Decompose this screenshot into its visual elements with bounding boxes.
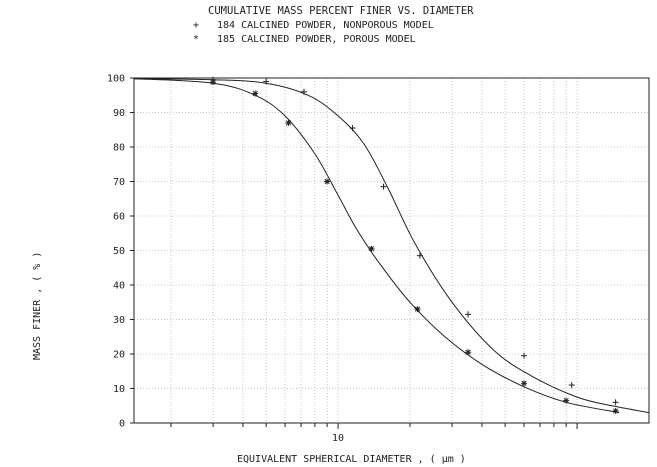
x-tick-labels: 10 xyxy=(332,433,344,444)
y-tick-label: 40 xyxy=(113,281,125,292)
y-axis-label: MASS FINER , ( % ) xyxy=(32,252,43,360)
star-marker xyxy=(612,407,619,414)
plus-marker xyxy=(349,125,356,132)
series-curves xyxy=(133,78,650,414)
y-tick-label: 60 xyxy=(113,212,125,223)
y-tick-label: 0 xyxy=(119,419,125,430)
plus-marker xyxy=(416,252,423,259)
star-marker xyxy=(414,306,421,313)
marker-stroke xyxy=(252,90,258,97)
y-tick-label: 70 xyxy=(113,177,125,188)
plus-marker xyxy=(465,311,472,318)
marker-stroke xyxy=(210,79,216,85)
plus-marker xyxy=(380,183,387,190)
series-markers xyxy=(210,76,619,414)
legend-label-184: 184 CALCINED POWDER, NONPOROUS MODEL xyxy=(217,20,434,31)
x-axis-label: EQUIVALENT SPHERICAL DIAMETER , ( μm ) xyxy=(237,454,466,465)
marker-stroke xyxy=(563,397,569,404)
y-tick-label: 80 xyxy=(113,143,125,154)
star-marker xyxy=(285,119,292,126)
star-marker xyxy=(252,90,259,97)
plot-frame xyxy=(133,77,650,424)
plus-marker xyxy=(300,88,307,95)
chart-title: CUMULATIVE MASS PERCENT FINER VS. DIAMET… xyxy=(208,5,474,17)
plus-marker xyxy=(263,78,270,85)
star-marker xyxy=(368,245,375,252)
legend-label-185: 185 CALCINED POWDER, POROUS MODEL xyxy=(217,34,416,45)
marker-stroke xyxy=(521,380,527,386)
legend-symbol-184: + xyxy=(193,20,199,31)
grid xyxy=(134,78,649,423)
marker-stroke xyxy=(285,120,292,126)
star-marker xyxy=(521,380,528,387)
marker-stroke xyxy=(613,408,619,414)
y-tick-label: 20 xyxy=(113,350,125,361)
y-tick-label: 30 xyxy=(113,315,125,326)
marker-stroke xyxy=(368,246,375,252)
legend-symbol-185: * xyxy=(193,34,199,45)
marker-stroke xyxy=(324,178,330,185)
y-tick-label: 100 xyxy=(107,74,125,85)
star-marker xyxy=(324,178,331,185)
star-marker xyxy=(563,397,570,404)
marker-stroke xyxy=(465,349,471,355)
x-tick-label: 10 xyxy=(332,433,344,444)
star-marker xyxy=(465,349,472,356)
plus-marker xyxy=(521,352,528,359)
y-tick-labels: 0 10 20 30 40 50 60 70 80 90 100 xyxy=(107,74,125,430)
y-tick-label: 10 xyxy=(113,384,125,395)
y-tick-label: 90 xyxy=(113,108,125,119)
series-line-185 xyxy=(133,78,620,414)
y-tick-label: 50 xyxy=(113,246,125,257)
axes xyxy=(130,77,650,429)
marker-stroke xyxy=(414,306,421,312)
plus-marker xyxy=(612,399,619,406)
plus-marker xyxy=(568,382,575,389)
series-line-184 xyxy=(133,78,650,414)
star-marker xyxy=(210,79,217,86)
